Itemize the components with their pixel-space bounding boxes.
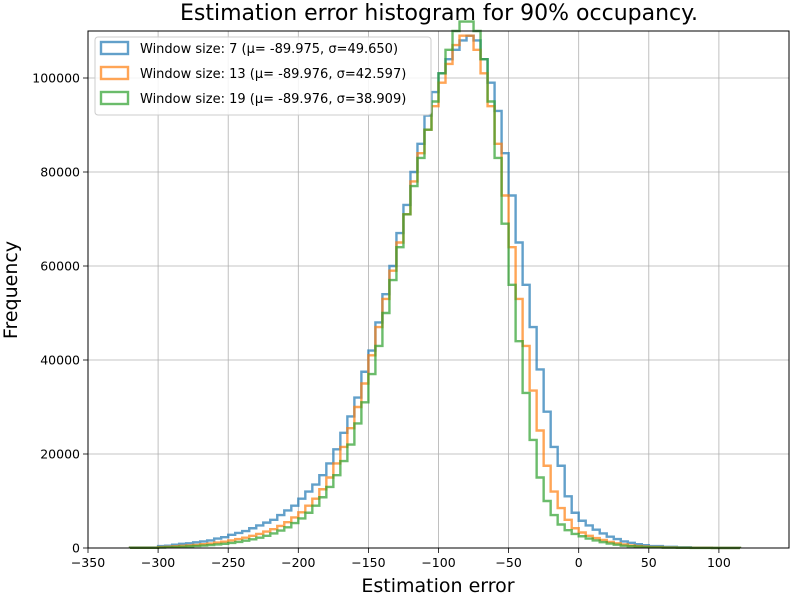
histogram-series-2 [128, 20, 742, 550]
legend-swatch [99, 40, 130, 56]
x-tick-label: −150 [351, 555, 385, 570]
x-tick-label: −250 [211, 555, 245, 570]
axis-ticks: −350 −300 −250 −200 −150 −100 −50 0 50 100 0 20000 4… [32, 71, 731, 571]
legend-label: Window size: 7 (μ= -89.975, σ=49.650) [140, 42, 398, 57]
x-tick-label: −350 [71, 555, 105, 570]
y-tick-label: 40000 [40, 353, 80, 368]
x-tick-label: −300 [141, 555, 175, 570]
legend: Window size: 7 (μ= -89.975, σ=49.650) Win… [94, 36, 432, 116]
y-tick-label: 60000 [40, 259, 80, 274]
legend-swatch [99, 90, 130, 106]
x-axis-title: Estimation error [361, 575, 514, 596]
y-tick-label: 100000 [32, 71, 80, 86]
y-tick-label: 20000 [40, 447, 80, 462]
x-tick-label: −100 [421, 555, 455, 570]
y-axis-title: Frequency [0, 241, 22, 339]
y-tick-label: 80000 [40, 165, 80, 180]
y-tick-label: 0 [72, 541, 80, 556]
x-tick-label: −200 [281, 555, 315, 570]
legend-box [94, 36, 432, 116]
x-tick-label: −50 [495, 555, 521, 570]
legend-swatch [99, 65, 130, 81]
chart-title: Estimation error histogram for 90% occup… [180, 1, 698, 26]
x-tick-label: 0 [575, 555, 583, 570]
legend-label: Window size: 19 (μ= -89.976, σ=38.909) [140, 92, 406, 107]
legend-label: Window size: 13 (μ= -89.976, σ=42.597) [140, 67, 406, 82]
x-tick-label: 100 [707, 555, 731, 570]
histogram-series [128, 20, 742, 550]
x-tick-label: 50 [641, 555, 657, 570]
